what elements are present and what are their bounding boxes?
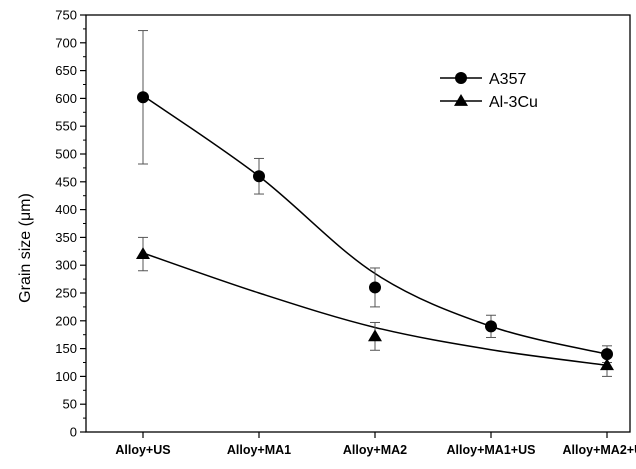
point-a357: [369, 281, 381, 294]
y-tick-label: 500: [55, 147, 77, 162]
y-tick-label: 200: [55, 313, 77, 328]
y-tick-label: 150: [55, 341, 77, 356]
y-tick-label: 100: [55, 369, 77, 384]
legend-label-al-3cu: Al-3Cu: [489, 94, 538, 111]
y-axis-title: Grain size (μm): [17, 193, 34, 303]
y-tick-label: 650: [55, 63, 77, 78]
point-a357: [253, 170, 265, 183]
y-tick-label: 550: [55, 119, 77, 134]
axes: 0 50 100 150 200 250 300 350 400 450 500 550 600 650 7…: [55, 8, 636, 458]
x-category-label: Alloy+MA1: [227, 443, 291, 457]
x-category-label: Alloy+MA1+US: [447, 443, 536, 457]
point-al-3cu: [136, 247, 150, 259]
y-tick-label: 400: [55, 202, 77, 217]
y-tick-label: 350: [55, 230, 77, 245]
y-tick-label: 0: [70, 425, 77, 440]
y-tick-label: 50: [63, 397, 77, 412]
point-al-3cu: [368, 329, 382, 342]
point-a357: [137, 91, 149, 104]
y-tick-label: 600: [55, 91, 77, 106]
fit-curve-a357: [142, 95, 608, 355]
x-category-label: Alloy+MA2: [343, 443, 407, 457]
legend-marker-al-3cu: [454, 94, 468, 106]
x-category-label: Alloy+US: [115, 443, 170, 457]
point-a357: [485, 320, 497, 333]
error-bars: [138, 30, 612, 377]
legend-label-a357: A357: [489, 71, 526, 88]
data-markers: [136, 91, 614, 371]
legend-marker-a357: [455, 72, 467, 84]
y-tick-label: 450: [55, 174, 77, 189]
legend: A357 Al-3Cu: [440, 71, 538, 111]
point-al-3cu: [600, 358, 614, 371]
y-tick-label: 250: [55, 286, 77, 301]
point-a357: [601, 348, 613, 361]
y-tick-label: 700: [55, 35, 77, 50]
x-category-label: Alloy+MA2+US: [563, 443, 636, 457]
y-tick-label: 750: [55, 8, 77, 23]
plot-frame: [85, 14, 631, 433]
y-tick-label: 300: [55, 258, 77, 273]
